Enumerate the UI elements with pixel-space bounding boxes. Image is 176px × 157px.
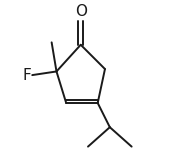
Text: F: F (22, 68, 31, 83)
Text: O: O (75, 4, 87, 19)
